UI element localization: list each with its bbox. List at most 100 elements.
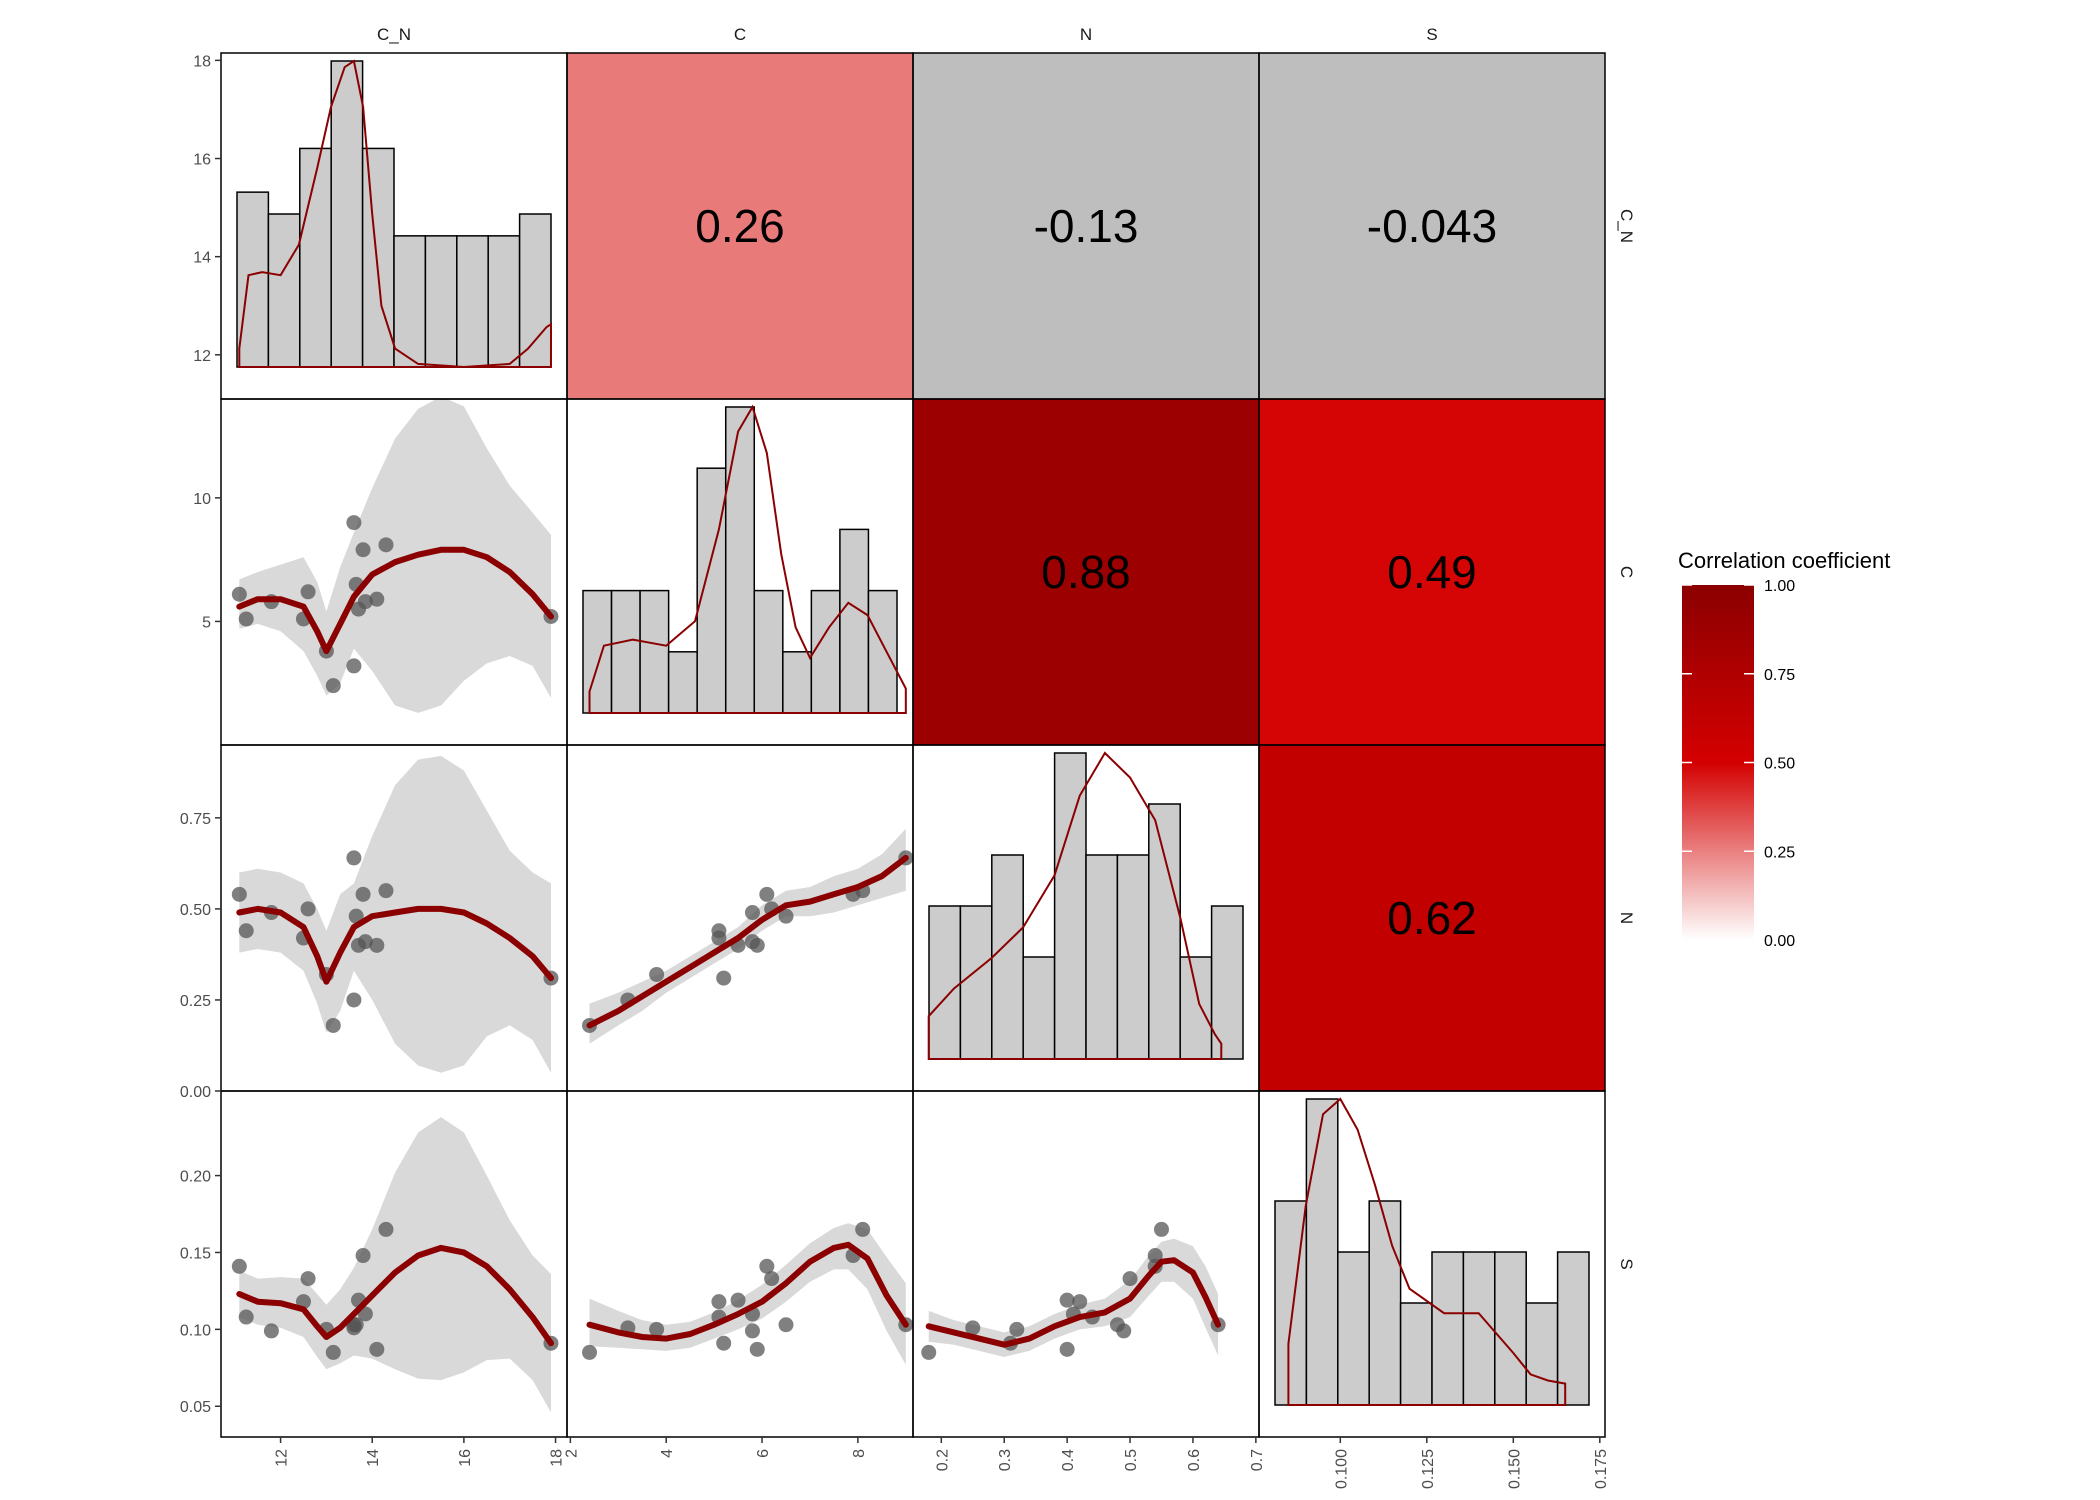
legend-title: Correlation coefficient xyxy=(1678,548,1890,573)
data-point xyxy=(355,542,371,558)
histogram-bar xyxy=(1462,1251,1496,1406)
data-point xyxy=(238,611,254,627)
data-point xyxy=(355,1248,371,1264)
smooth-line xyxy=(236,546,554,655)
x-tick-label: 0.100 xyxy=(1333,1449,1350,1489)
x-tick-label: 0.125 xyxy=(1420,1449,1437,1489)
data-point xyxy=(348,908,364,924)
smooth-line xyxy=(236,905,554,985)
histogram-bar xyxy=(1305,1098,1339,1406)
histogram-bar xyxy=(782,651,813,714)
panel-N-vs-N xyxy=(927,751,1244,1060)
panel-N-vs-C xyxy=(582,828,913,1044)
panel-C-vs-S xyxy=(1259,399,1605,745)
data-point xyxy=(1009,1321,1025,1337)
correlation-tile xyxy=(567,53,913,399)
data-point xyxy=(378,883,394,899)
legend-tick-label: 0.25 xyxy=(1764,844,1795,861)
histogram-bar xyxy=(1053,752,1087,1060)
y-tick-label: 0.20 xyxy=(180,1169,211,1186)
x-tick-label: 0.5 xyxy=(1123,1449,1140,1471)
x-tick-label: 0.7 xyxy=(1249,1449,1266,1471)
histogram-bar xyxy=(1494,1251,1527,1406)
panel-N-vs-C_N xyxy=(231,755,559,1073)
y-tick-label: 5 xyxy=(202,614,211,631)
histogram-bar xyxy=(393,235,427,368)
histogram-bar xyxy=(991,854,1024,1060)
correlation-label: 0.26 xyxy=(695,200,785,252)
data-point xyxy=(1059,1341,1075,1357)
panel-S-vs-C_N xyxy=(231,1117,559,1413)
data-point xyxy=(778,1317,794,1333)
histogram-bar xyxy=(1431,1251,1465,1406)
histogram-bar xyxy=(610,589,641,714)
histogram-bar xyxy=(839,528,870,714)
data-point xyxy=(759,1258,775,1274)
smooth-line xyxy=(586,854,909,1029)
data-point xyxy=(369,1341,385,1357)
legend-tick-label: 0.00 xyxy=(1764,933,1795,950)
data-point xyxy=(759,886,775,902)
row-strip-label: C_N xyxy=(1617,209,1636,243)
x-tick-label: 4 xyxy=(659,1449,676,1458)
data-point xyxy=(325,1344,341,1360)
data-point xyxy=(263,1323,279,1339)
panel-S-vs-N xyxy=(921,1221,1226,1360)
y-tick-label: 18 xyxy=(193,53,211,70)
histogram-bar xyxy=(1085,854,1119,1060)
data-point xyxy=(965,1320,981,1336)
histogram-bar xyxy=(1116,854,1150,1060)
data-point xyxy=(744,1323,760,1339)
y-tick-label: 0.50 xyxy=(180,902,211,919)
data-point xyxy=(231,1258,247,1274)
panel-border xyxy=(1258,1090,1606,1438)
x-tick-label: 16 xyxy=(457,1449,474,1467)
data-point xyxy=(582,1344,598,1360)
correlation-tile xyxy=(913,53,1259,399)
data-point xyxy=(238,923,254,939)
panel-C_N-vs-S xyxy=(1259,53,1605,399)
histogram-bar xyxy=(487,235,521,368)
data-point xyxy=(744,905,760,921)
y-tick-label: 12 xyxy=(193,348,211,365)
data-point xyxy=(346,658,362,674)
data-point xyxy=(764,1271,780,1287)
column-strip-label: S xyxy=(1426,25,1437,44)
data-point xyxy=(369,937,385,953)
data-point xyxy=(346,992,362,1008)
y-tick-label: 0.15 xyxy=(180,1245,211,1262)
density-curve xyxy=(927,751,1223,1060)
confidence-ribbon xyxy=(239,399,551,713)
column-strip-label: C xyxy=(734,25,746,44)
data-point xyxy=(855,1221,871,1237)
correlation-tile xyxy=(913,399,1259,745)
histogram-bar xyxy=(724,406,756,714)
x-tick-label: 12 xyxy=(274,1449,291,1467)
legend-tick-label: 0.50 xyxy=(1764,756,1795,773)
data-point xyxy=(346,515,362,531)
histogram-bar xyxy=(361,147,395,368)
histogram-bar xyxy=(518,213,552,368)
histogram-bar xyxy=(1399,1302,1433,1406)
x-tick-label: 0.175 xyxy=(1593,1449,1610,1489)
confidence-ribbon xyxy=(239,1117,552,1413)
x-tick-label: 6 xyxy=(755,1449,772,1458)
column-strip-label: C_N xyxy=(377,25,411,44)
data-point xyxy=(355,886,371,902)
data-point xyxy=(1059,1292,1075,1308)
histogram-bar xyxy=(299,147,332,368)
data-point xyxy=(730,1292,746,1308)
y-tick-label: 16 xyxy=(193,152,211,169)
column-strip-label: N xyxy=(1080,25,1092,44)
data-point xyxy=(369,591,385,607)
row-strip-label: C xyxy=(1617,566,1636,578)
panel-S-vs-S xyxy=(1274,1097,1590,1406)
smooth-line xyxy=(586,1241,909,1342)
data-point xyxy=(711,930,727,946)
legend-tick-label: 0.75 xyxy=(1764,667,1795,684)
correlation-label: -0.13 xyxy=(1034,200,1139,252)
histogram-bar xyxy=(959,905,993,1060)
data-point xyxy=(716,970,732,986)
data-point xyxy=(649,1321,665,1337)
